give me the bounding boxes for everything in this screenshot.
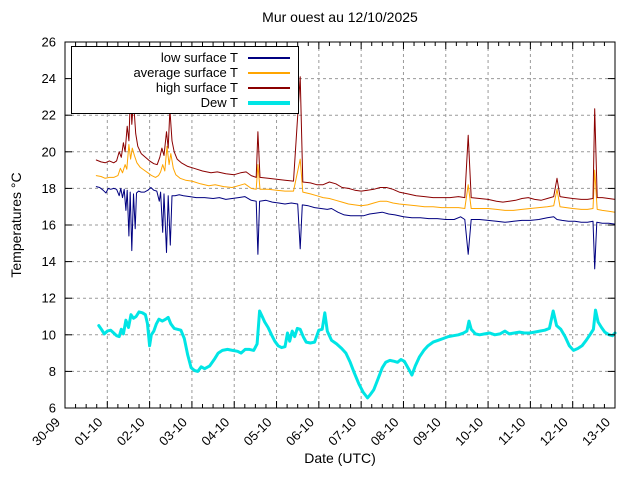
svg-text:10-10: 10-10 <box>452 415 486 449</box>
legend-swatch-average-surface-line <box>248 71 290 74</box>
legend-swatch-dew-line <box>248 100 290 105</box>
svg-text:07-10: 07-10 <box>325 415 359 449</box>
svg-text:26: 26 <box>42 35 56 50</box>
svg-text:03-10: 03-10 <box>156 415 190 449</box>
svg-text:10: 10 <box>42 327 56 342</box>
svg-text:24: 24 <box>42 71 56 86</box>
legend-row-high-surface: high surface T <box>72 80 290 95</box>
svg-text:30-09: 30-09 <box>29 415 63 449</box>
legend-row-dew: Dew T <box>72 95 290 110</box>
svg-text:11-10: 11-10 <box>495 415 528 448</box>
svg-text:02-10: 02-10 <box>114 415 148 449</box>
svg-text:22: 22 <box>42 108 56 123</box>
svg-text:04-10: 04-10 <box>198 415 232 449</box>
svg-text:12-10: 12-10 <box>537 415 571 449</box>
svg-text:01-10: 01-10 <box>71 415 105 449</box>
legend-label-high-surface: high surface T <box>155 80 238 95</box>
legend-swatch-low-surface-line <box>248 56 290 59</box>
svg-text:16: 16 <box>42 218 56 233</box>
svg-text:8: 8 <box>49 364 56 379</box>
legend-row-average-surface: average surface T <box>72 65 290 80</box>
svg-text:08-10: 08-10 <box>367 415 401 449</box>
legend-label-average-surface: average surface T <box>133 65 238 80</box>
svg-text:12: 12 <box>42 291 56 306</box>
svg-text:18: 18 <box>42 181 56 196</box>
chart-title: Mur ouest au 12/10/2025 <box>262 9 418 25</box>
svg-text:14: 14 <box>42 254 56 269</box>
x-axis-label: Date (UTC) <box>304 450 376 466</box>
svg-text:13-10: 13-10 <box>579 415 613 449</box>
svg-text:06-10: 06-10 <box>283 415 317 449</box>
svg-text:20: 20 <box>42 144 56 159</box>
legend-swatch-high-surface-line <box>248 86 290 89</box>
legend: low surface T average surface T high sur… <box>71 46 299 114</box>
svg-text:05-10: 05-10 <box>241 415 275 449</box>
legend-label-dew: Dew T <box>200 95 238 110</box>
legend-row-low-surface: low surface T <box>72 50 290 65</box>
legend-label-low-surface: low surface T <box>160 50 238 65</box>
svg-text:6: 6 <box>49 401 56 416</box>
svg-text:09-10: 09-10 <box>410 415 444 449</box>
